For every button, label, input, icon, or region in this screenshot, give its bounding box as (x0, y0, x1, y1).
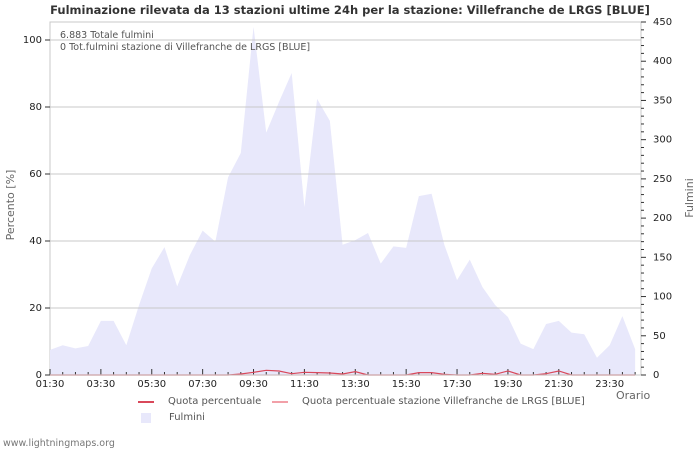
y-tick-label: 20 (29, 303, 42, 314)
legend-label: Fulmini (169, 412, 205, 423)
x-tick-label: 17:30 (443, 379, 472, 390)
x-tick-label: 01:30 (36, 379, 65, 390)
legend-item-fulmini: Fulmini (138, 412, 205, 423)
y2-tick-label: 200 (653, 213, 672, 224)
x-tick-label: 03:30 (86, 379, 115, 390)
y2-tick-label: 100 (653, 292, 672, 303)
y-tick-label: 100 (23, 35, 42, 46)
x-tick-label: 05:30 (137, 379, 166, 390)
y2-tick-label: 0 (653, 370, 659, 381)
x-tick-label: 23:30 (595, 379, 624, 390)
x-tick-label: 09:30 (239, 379, 268, 390)
legend-area-icon (141, 412, 151, 423)
y-tick-label: 40 (29, 236, 42, 247)
y2-tick-label: 300 (653, 135, 672, 146)
x-tick-label: 19:30 (494, 379, 523, 390)
y2-tick-label: 450 (653, 17, 672, 28)
y2-tick-label: 350 (653, 95, 672, 106)
chart-title: Fulminazione rilevata da 13 stazioni ult… (50, 3, 650, 17)
y2-tick-label: 50 (653, 331, 666, 342)
x-tick-label: 07:30 (188, 379, 217, 390)
y2-axis-label: Fulmini (683, 178, 696, 218)
fulmini-area (50, 26, 636, 376)
legend-label: Quota percentuale (168, 396, 262, 407)
source-credit: www.lightningmaps.org (3, 438, 115, 449)
y2-tick-label: 400 (653, 56, 672, 67)
x-tick-label: 15:30 (392, 379, 421, 390)
total-strikes-label: 6.883 Totale fulmini (60, 30, 154, 41)
x-tick-label: 21:30 (544, 379, 573, 390)
legend-label: Quota percentuale stazione Villefranche … (302, 396, 585, 407)
x-tick-label: 13:30 (341, 379, 370, 390)
x-tick-label: 11:30 (290, 379, 319, 390)
y-tick-label: 80 (29, 102, 42, 113)
station-strikes-label: 0 Tot.fulmini stazione di Villefranche d… (60, 42, 311, 53)
x-axis-label: Orario (616, 389, 651, 402)
y-axis-label: Percento [%] (4, 170, 17, 241)
y2-tick-label: 150 (653, 252, 672, 263)
y-tick-label: 60 (29, 169, 42, 180)
legend-line-icon (272, 400, 288, 403)
y2-tick-label: 250 (653, 174, 672, 185)
y-tick-label: 0 (36, 370, 42, 381)
legend-item-quota: Quota percentuale (138, 396, 261, 407)
legend-line-icon (138, 400, 154, 403)
legend-item-quota-station: Quota percentuale stazione Villefranche … (272, 396, 585, 407)
